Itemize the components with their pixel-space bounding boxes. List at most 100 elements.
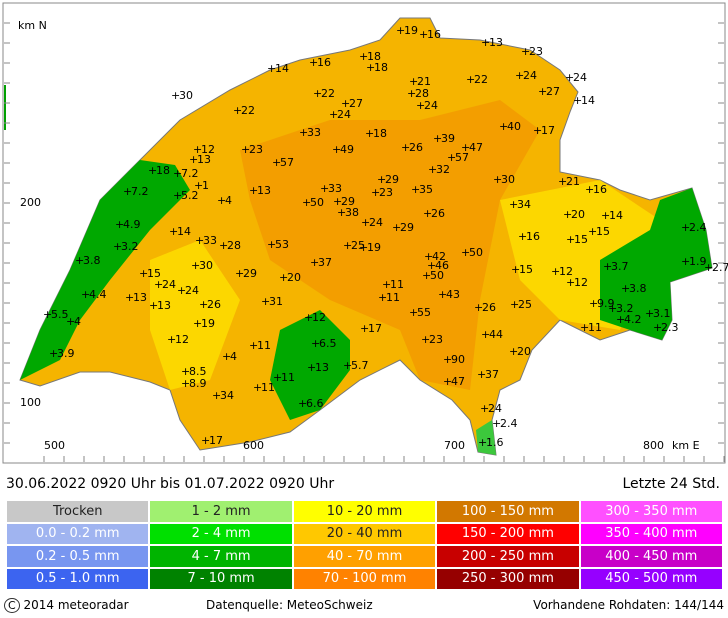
station-value: 13 [157,299,171,312]
station-value: 33 [328,182,342,195]
station-marker: + [511,263,520,276]
station-marker: + [123,185,132,198]
station-value: 4.4 [89,288,107,301]
station-marker: + [169,225,178,238]
station-value: 13 [257,184,271,197]
station-marker: + [433,132,442,145]
station-marker: + [253,381,262,394]
station-value: 55 [417,306,431,319]
legend-cell: 0.0 - 0.2 mm [6,522,150,545]
station-value: 4.9 [123,218,141,231]
station-marker: + [310,256,319,269]
station-marker: + [407,87,416,100]
station-value: 57 [455,151,469,164]
station-value: 33 [307,126,321,139]
station-marker: + [573,94,582,107]
station-marker: + [681,221,690,234]
station-marker: + [261,295,270,308]
station-value: 24 [573,71,587,84]
station-value: 47 [451,375,465,388]
station-value: 3.8 [83,254,101,267]
station-marker: + [167,333,176,346]
station-marker: + [139,267,148,280]
station-marker: + [704,261,713,274]
station-marker: + [401,141,410,154]
station-value: 39 [441,132,455,145]
station-marker: + [461,141,470,154]
x-tick-label: 500 [44,439,65,452]
station-marker: + [421,333,430,346]
legend-cell: 70 - 100 mm [292,567,437,590]
dry-zone [476,420,496,455]
legend-cell: 150 - 200 mm [436,522,580,545]
station-marker: + [438,288,447,301]
station-value: 14 [609,209,623,222]
station-marker: + [392,221,401,234]
station-value: 7.2 [131,185,149,198]
station-value: 8.9 [189,377,207,390]
station-value: 50 [469,246,483,259]
station-marker: + [222,350,231,363]
station-value: 3.2 [616,302,634,315]
station-value: 27 [349,97,363,110]
station-value: 16 [317,56,331,69]
station-marker: + [551,265,560,278]
station-value: 12 [201,143,215,156]
station-marker: + [298,397,307,410]
station-value: 5.5 [51,308,69,321]
station-marker: + [341,97,350,110]
station-value: 33 [203,234,217,247]
copyright: C 2014 meteoradar [4,598,129,613]
x-tick-label: 600 [243,439,264,452]
station-value: 24 [185,284,199,297]
station-value: 8.5 [189,365,207,378]
span: Letzte 24 Std. [622,476,720,492]
station-value: 11 [386,291,400,304]
station-value: 2.3 [661,321,679,334]
station-value: 23 [529,45,543,58]
station-marker: + [195,234,204,247]
station-value: 21 [566,175,580,188]
station-marker: + [416,99,425,112]
station-value: 2.4 [689,221,707,234]
station-value: 1 [202,179,209,192]
station-value: 37 [318,256,332,269]
station-value: 50 [310,196,324,209]
legend-cell: 4 - 7 mm [149,545,293,568]
station-value: 43 [446,288,460,301]
legend-cell: 7 - 10 mm [149,567,293,590]
station-marker: + [81,288,90,301]
station-value: 22 [321,87,335,100]
station-marker: + [378,291,387,304]
station-value: 22 [241,104,255,117]
station-marker: + [148,164,157,177]
legend-cell: 350 - 400 mm [579,522,723,545]
station-value: 23 [379,186,393,199]
station-value: 4 [74,315,81,328]
station-marker: + [521,45,530,58]
station-marker: + [563,208,572,221]
legend-cell: 0.2 - 0.5 mm [6,545,150,568]
station-marker: + [443,353,452,366]
station-marker: + [681,255,690,268]
station-value: 32 [436,163,450,176]
legend-cell: 1 - 2 mm [149,500,293,523]
station-value: 35 [419,183,433,196]
station-value: 24 [424,99,438,112]
dry-zone [20,160,190,380]
station-marker: + [566,276,575,289]
light-zone [150,240,240,390]
x-tick-label: 700 [444,439,465,452]
station-marker: + [359,50,368,63]
station-value: 24 [369,216,383,229]
station-value: 13 [315,361,329,374]
station-value: 18 [367,50,381,63]
station-value: 17 [209,434,223,447]
station-value: 12 [175,333,189,346]
station-value: 17 [368,322,382,335]
station-value: 29 [243,267,257,280]
station-marker: + [499,120,508,133]
station-marker: + [566,233,575,246]
station-value: 4.2 [624,313,642,326]
station-marker: + [424,250,433,263]
